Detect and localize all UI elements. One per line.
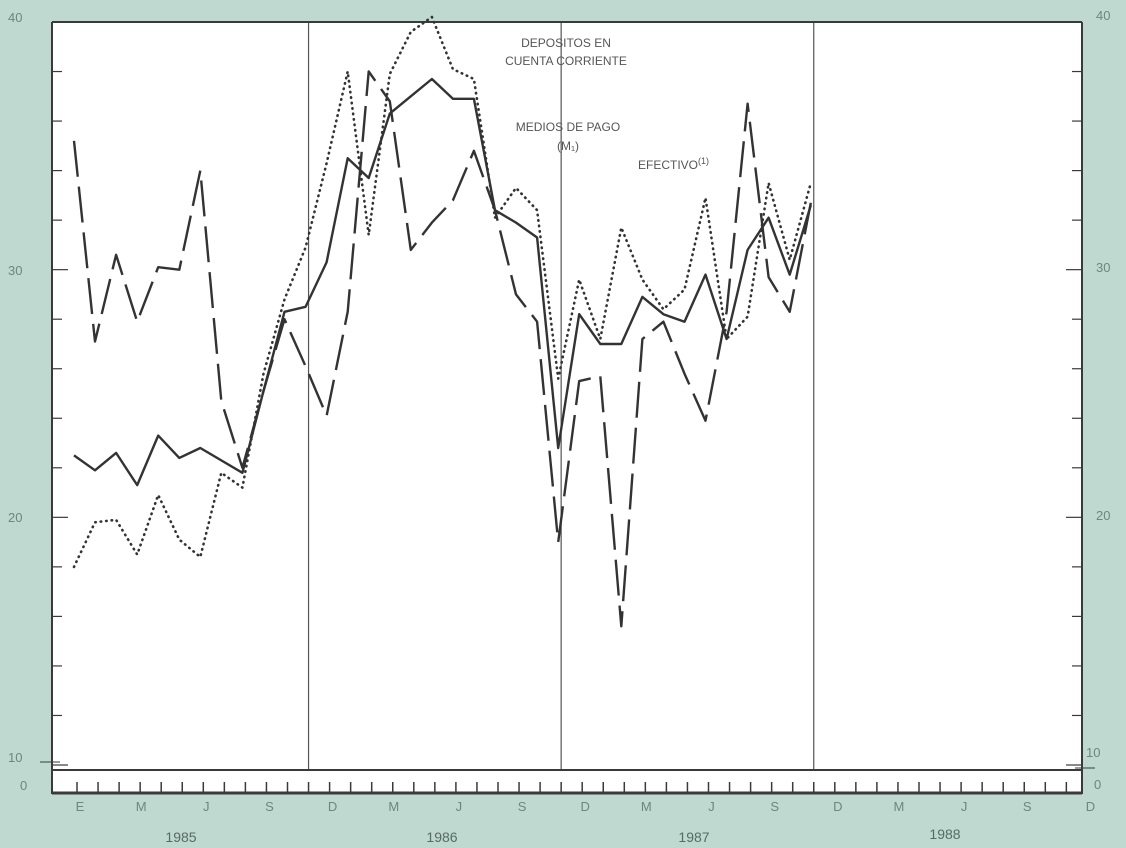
y-tick-label-right: 20 xyxy=(1096,508,1110,523)
x-year-label: 1987 xyxy=(678,829,709,845)
series-label-efectivo-sup: (1) xyxy=(698,156,709,166)
series-label-efectivo-text: EFECTIVO xyxy=(638,158,698,172)
x-month-label: S xyxy=(770,799,779,814)
y-tick-label-right: 10 xyxy=(1086,745,1100,760)
series-label-depositos-1: DEPOSITOS EN xyxy=(521,36,611,50)
x-month-label: M xyxy=(641,799,652,814)
y-tick-label-left: 0 xyxy=(20,778,27,793)
series-labels: DEPOSITOS EN CUENTA CORRIENTE MEDIOS DE … xyxy=(505,36,709,172)
series-lines xyxy=(72,15,813,628)
x-month-label: S xyxy=(265,799,274,814)
series-line-dashed xyxy=(72,70,812,628)
series-label-efectivo: EFECTIVO(1) xyxy=(638,156,709,172)
series-label-medios: MEDIOS DE PAGO xyxy=(516,120,620,134)
y-tick-label-left: 40 xyxy=(8,10,22,25)
x-month-label: J xyxy=(456,799,463,814)
series-line-dotted xyxy=(72,15,813,569)
x-month-label: J xyxy=(203,799,210,814)
x-month-label: D xyxy=(1086,799,1095,814)
x-month-label: S xyxy=(518,799,527,814)
y-tick-label-left: 30 xyxy=(8,263,22,278)
y-tick-label-left: 10 xyxy=(8,750,22,765)
y-tick-label-right: 30 xyxy=(1096,260,1110,275)
x-month-label: D xyxy=(581,799,590,814)
series-line-solid xyxy=(73,77,812,487)
axes xyxy=(40,21,1095,795)
x-month-label: J xyxy=(961,799,968,814)
tick-labels: 40 30 20 10 0 40 30 20 10 0 E M J S D M J S D M J S D M J S D 1985 1… xyxy=(8,8,1110,845)
series-label-depositos-2: CUENTA CORRIENTE xyxy=(505,54,627,68)
y-tick-label-left: 20 xyxy=(8,510,22,525)
x-month-label: E xyxy=(76,799,85,814)
x-month-label: M xyxy=(894,799,905,814)
gridlines xyxy=(307,22,815,770)
x-month-label: M xyxy=(388,799,399,814)
axis-ticks xyxy=(52,21,1082,793)
plot-area xyxy=(52,22,1082,794)
y-tick-label-right: 40 xyxy=(1096,8,1110,23)
x-month-label: D xyxy=(833,799,842,814)
series-label-medios-sub: (M₁) xyxy=(557,139,579,153)
x-month-label: S xyxy=(1023,799,1032,814)
x-month-label: D xyxy=(328,799,337,814)
x-month-label: J xyxy=(708,799,715,814)
x-year-label: 1986 xyxy=(426,829,457,845)
x-year-label: 1988 xyxy=(929,826,960,842)
y-tick-label-right: 0 xyxy=(1094,777,1101,792)
x-month-label: M xyxy=(136,799,147,814)
x-year-label: 1985 xyxy=(165,829,196,845)
